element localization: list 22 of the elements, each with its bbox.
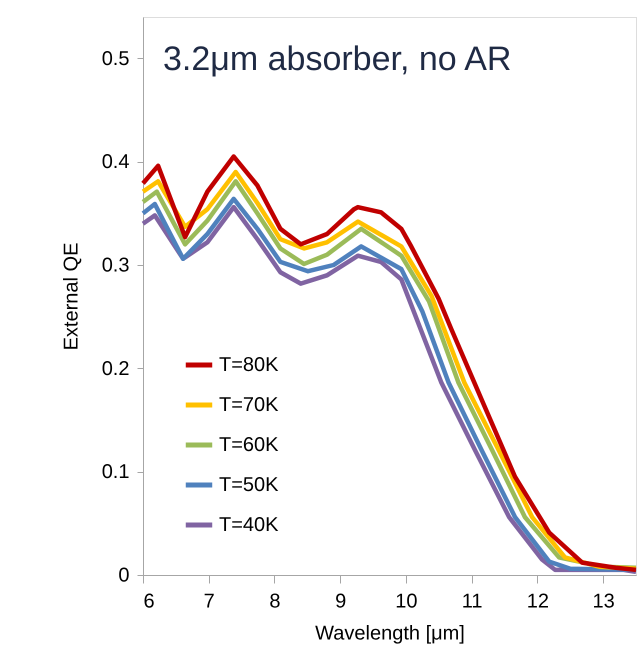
legend-label: T=40K (219, 514, 280, 536)
x-tick-label: 8 (269, 590, 281, 612)
x-tick-label: 10 (395, 590, 418, 612)
y-axis-title: External QE (60, 242, 83, 350)
y-tick-label: 0.1 (102, 461, 130, 484)
legend-label: T=70K (219, 394, 280, 416)
y-tick-label: 0 (118, 564, 130, 586)
y-tick-label: 0.5 (102, 48, 130, 70)
text: 3.2μm absorber, no AR (163, 40, 512, 78)
y-tick-label: 0.4 (102, 151, 130, 174)
x-tick-label: 9 (335, 590, 346, 612)
legend-label: T=60K (219, 434, 280, 456)
legend-label: T=80K (219, 354, 280, 376)
x-axis-title: Wavelength [μm] (315, 622, 465, 644)
x-tick-label: 13 (592, 590, 615, 612)
y-tick-label: 0.3 (102, 254, 130, 276)
x-tick-label: 6 (144, 590, 155, 612)
x-tick-label: 12 (526, 590, 550, 612)
x-tick-label: 11 (462, 590, 483, 612)
legend-label: T=50K (219, 474, 280, 496)
x-tick-label: 7 (204, 590, 215, 612)
y-tick-label: 0.2 (102, 358, 130, 380)
